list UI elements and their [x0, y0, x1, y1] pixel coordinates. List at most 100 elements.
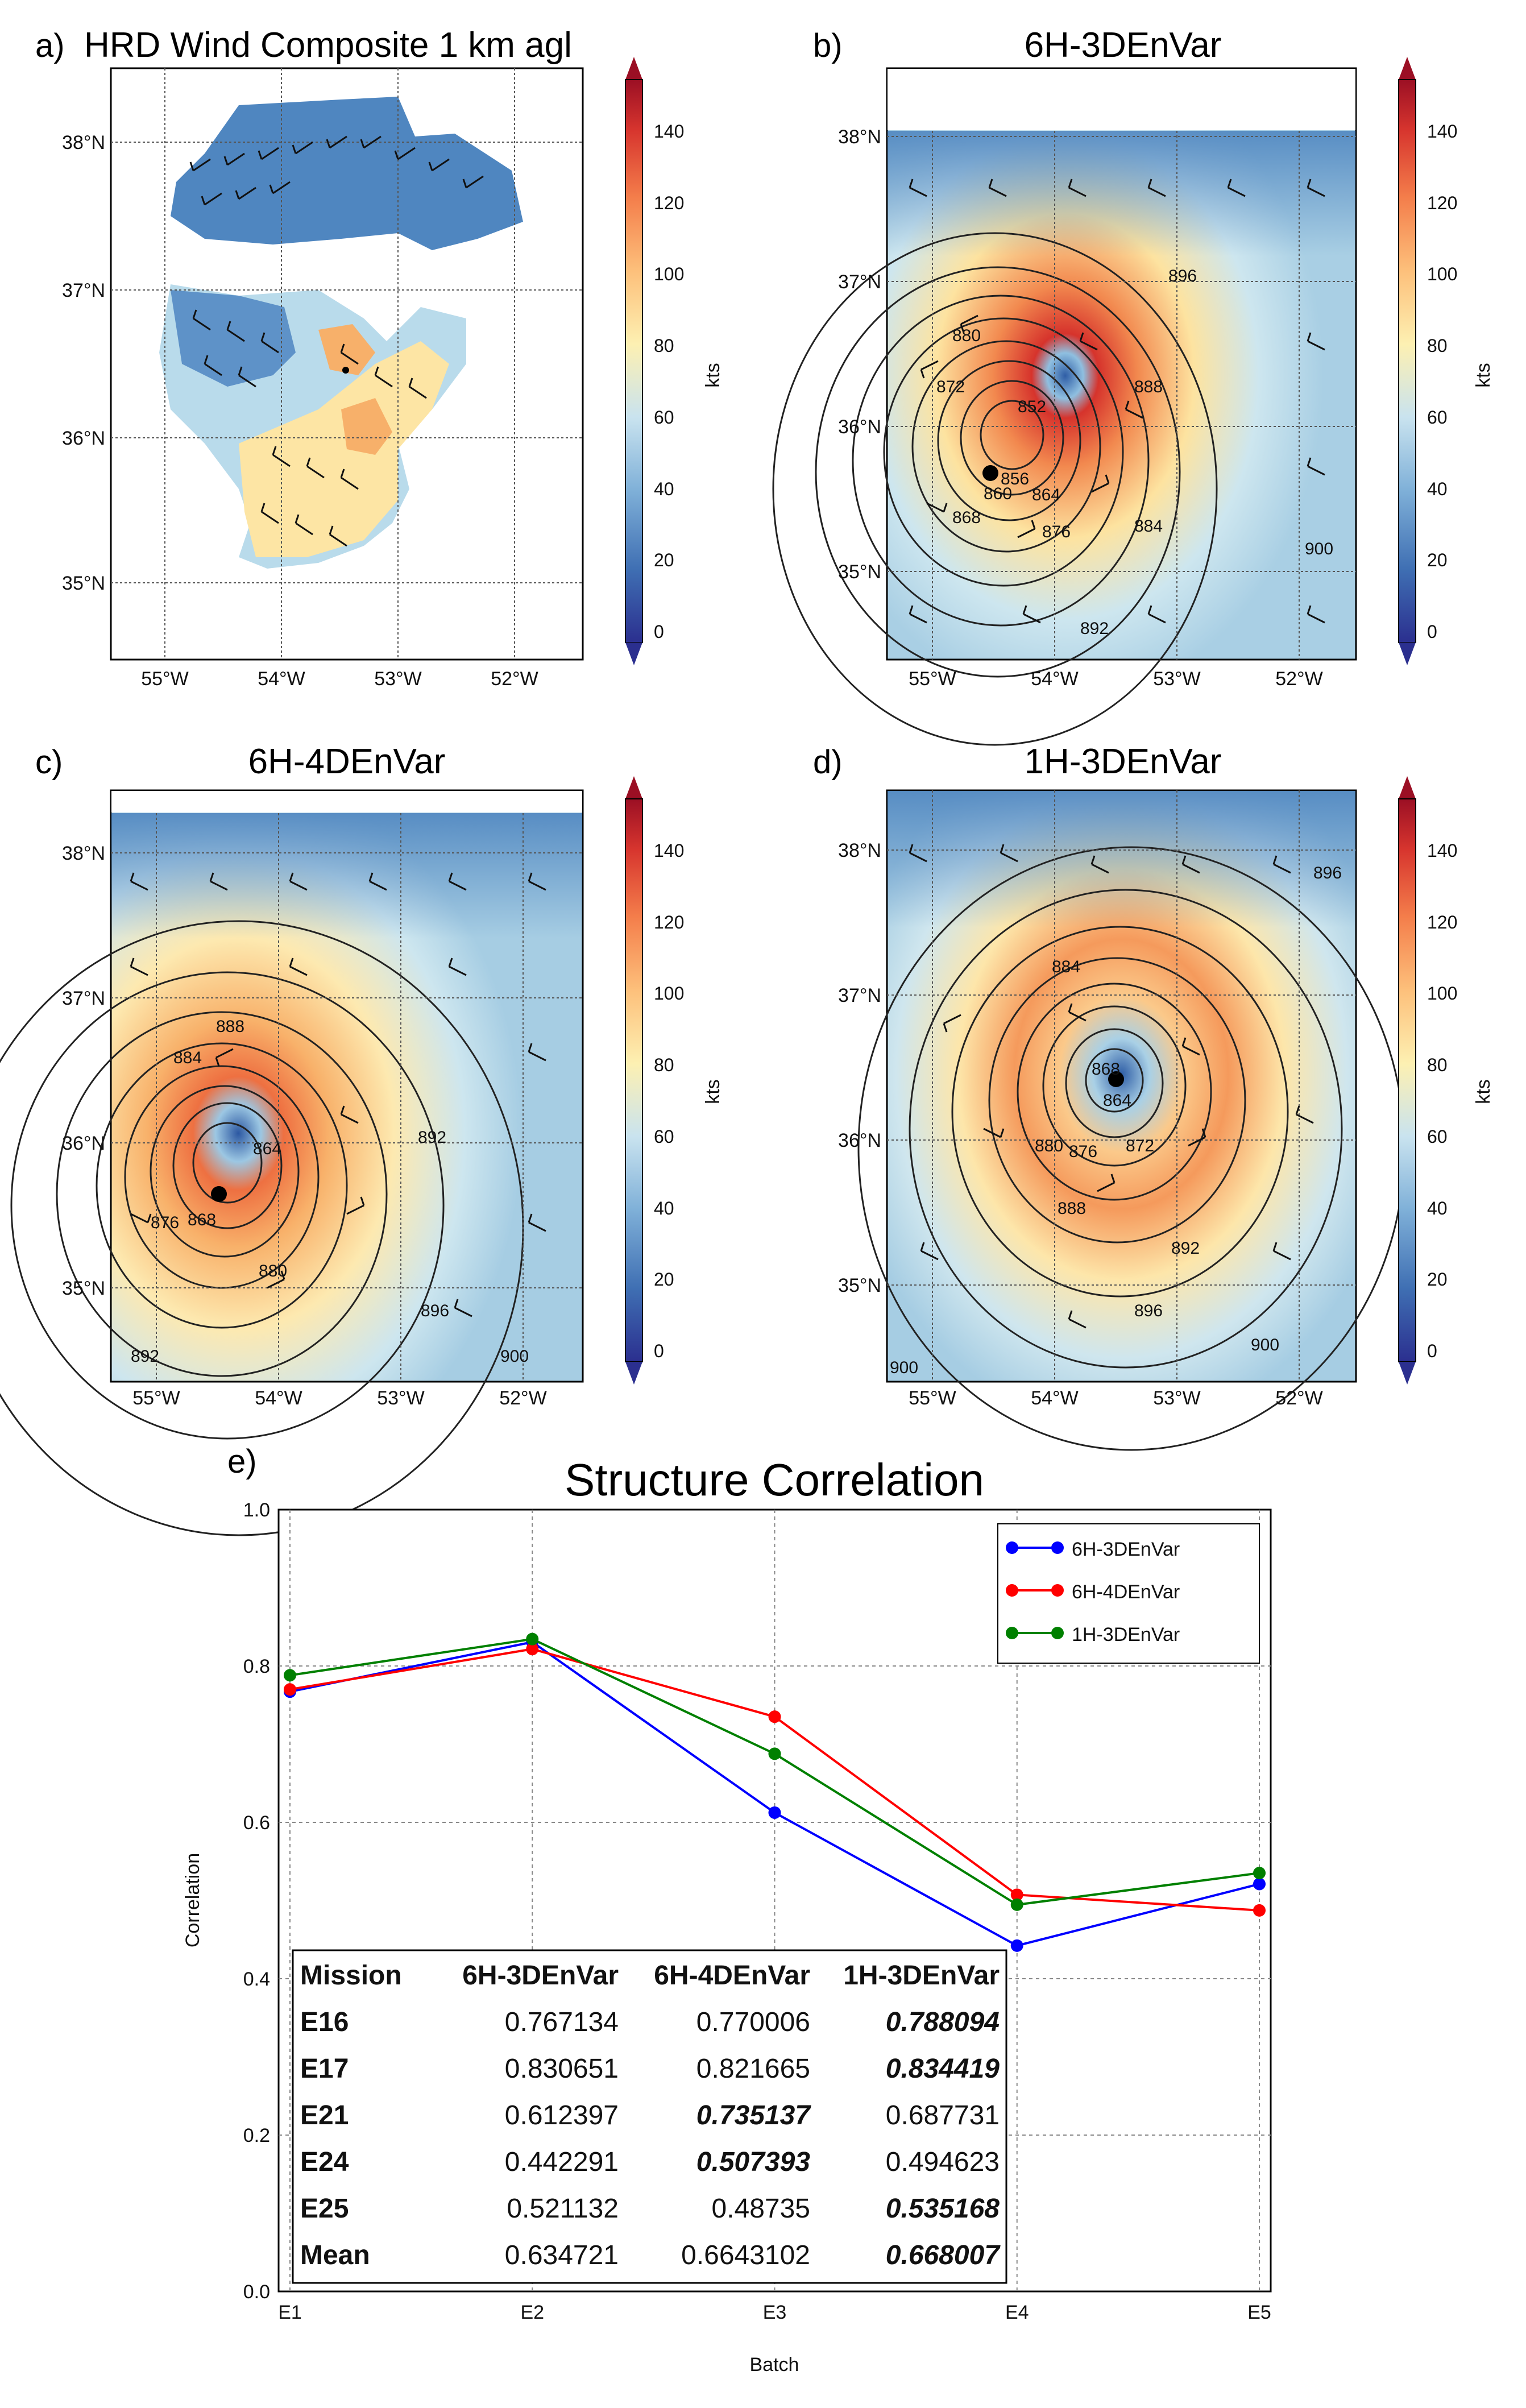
colorbar-d: 0 20 40 60 80 100 120 140 kts	[1398, 776, 1494, 1385]
colorbar-a-ticks: 0 20 40 60 80 100 120 140	[654, 121, 684, 642]
svg-text:60: 60	[1427, 1126, 1448, 1147]
svg-text:864: 864	[253, 1139, 281, 1158]
colorbar-c: 0 20 40 60 80 100 120 140 kts	[625, 776, 724, 1385]
y-axis-ticks: 0.0 0.2 0.4 0.6 0.8 1.0	[243, 1499, 270, 2303]
table-cell: 0.767134	[505, 2007, 619, 2037]
svg-text:892: 892	[131, 1347, 159, 1366]
svg-text:892: 892	[418, 1128, 446, 1147]
data-point-6h-4denvar-e2	[526, 1643, 539, 1656]
svg-text:37°N: 37°N	[838, 985, 881, 1006]
svg-text:140: 140	[654, 121, 684, 142]
svg-text:80: 80	[654, 335, 674, 356]
svg-text:0: 0	[654, 1341, 664, 1361]
svg-text:37°N: 37°N	[62, 988, 105, 1009]
table-row-label: E17	[300, 2054, 349, 2084]
map-panel-b: b) 6H-3DEnVar	[772, 26, 1494, 746]
svg-text:36°N: 36°N	[62, 1133, 105, 1154]
svg-text:888: 888	[216, 1017, 244, 1036]
table-row: E16 0.767134 0.770006 0.788094	[300, 2007, 1000, 2037]
svg-text:892: 892	[1171, 1239, 1200, 1258]
svg-text:872: 872	[1126, 1137, 1154, 1155]
colorbar-a-label: kts	[702, 363, 724, 387]
svg-text:864: 864	[1103, 1091, 1131, 1110]
table-cell: 0.735137	[696, 2100, 812, 2131]
data-point-1h-3denvar-e5	[1253, 1867, 1266, 1880]
svg-text:896: 896	[1168, 267, 1197, 285]
svg-text:876: 876	[151, 1213, 179, 1232]
svg-text:0: 0	[1427, 621, 1437, 642]
storm-center-d	[1108, 1071, 1124, 1087]
table-row-label: E21	[300, 2100, 349, 2131]
panel-b-title: 6H-3DEnVar	[1025, 26, 1222, 65]
svg-text:80: 80	[654, 1055, 674, 1075]
table-cell: 0.634721	[505, 2240, 619, 2270]
svg-text:52°W: 52°W	[1275, 1387, 1323, 1409]
data-point-1h-3denvar-e2	[526, 1632, 539, 1646]
legend-1h-3denvar: 1H-3DEnVar	[1072, 1624, 1180, 1646]
storm-center-a	[342, 367, 349, 374]
svg-text:38°N: 38°N	[62, 843, 105, 864]
svg-text:896: 896	[421, 1302, 449, 1320]
x-tick-label: E3	[763, 2302, 787, 2323]
svg-text:1H-3DEnVar: 1H-3DEnVar	[843, 1961, 1000, 1991]
table-row: E17 0.830651 0.821665 0.834419	[300, 2054, 1000, 2084]
svg-text:38°N: 38°N	[62, 132, 105, 154]
svg-text:868: 868	[188, 1211, 216, 1229]
table-body: E16 0.767134 0.770006 0.788094 E17 0.830651 0.…	[300, 2007, 1001, 2270]
data-point-6h-4denvar-e3	[768, 1710, 781, 1723]
table-cell: 0.821665	[696, 2054, 810, 2084]
table-cell: 0.612397	[505, 2100, 619, 2131]
data-point-1h-3denvar-e4	[1010, 1898, 1023, 1911]
svg-text:120: 120	[654, 912, 684, 932]
x-tick-label: E1	[278, 2302, 302, 2323]
table-row: E25 0.521132 0.48735 0.535168	[300, 2194, 1000, 2224]
svg-text:35°N: 35°N	[838, 1275, 881, 1296]
x-tick-label: E5	[1247, 2302, 1271, 2323]
panel-a-lat-labels: 38°N 37°N 36°N 35°N	[62, 132, 105, 594]
svg-text:53°W: 53°W	[1153, 668, 1201, 690]
svg-text:54°W: 54°W	[1031, 1387, 1079, 1409]
svg-text:884: 884	[1052, 958, 1080, 976]
table-row-label: E24	[300, 2147, 349, 2177]
svg-text:880: 880	[1035, 1137, 1063, 1155]
svg-text:53°W: 53°W	[374, 668, 422, 690]
svg-text:852: 852	[1018, 397, 1046, 416]
svg-text:52°W: 52°W	[491, 668, 538, 690]
svg-text:880: 880	[952, 326, 981, 345]
svg-text:80: 80	[1427, 1055, 1448, 1075]
svg-text:60: 60	[654, 407, 674, 428]
svg-text:876: 876	[1069, 1142, 1097, 1161]
x-tick-label: E4	[1005, 2302, 1029, 2323]
svg-text:35°N: 35°N	[62, 1278, 105, 1299]
svg-text:55°W: 55°W	[909, 668, 956, 690]
table-cell: 0.507393	[696, 2147, 811, 2177]
x-axis-ticks: E1 E2 E3 E4 E5	[278, 2302, 1271, 2323]
panel-label-b: b)	[813, 27, 843, 64]
svg-text:0: 0	[1427, 1341, 1437, 1361]
y-tick-label: 0.6	[243, 1812, 270, 1834]
svg-text:kts: kts	[1473, 363, 1494, 387]
y-tick-label: 0.0	[243, 2281, 270, 2303]
svg-text:35°N: 35°N	[62, 573, 105, 594]
map-panel-c: c) 6H-4DEnVar	[0, 742, 724, 1536]
panel-d-isobars	[857, 846, 1405, 1451]
svg-text:60: 60	[1427, 407, 1448, 428]
x-tick-label: E2	[520, 2302, 544, 2323]
storm-center-c	[211, 1186, 227, 1202]
svg-text:856: 856	[1001, 470, 1029, 488]
svg-text:120: 120	[1427, 193, 1457, 213]
wind-swath	[159, 97, 523, 569]
table-cell: 0.788094	[886, 2007, 1000, 2037]
panel-label-c: c)	[35, 744, 63, 781]
svg-text:37°N: 37°N	[838, 271, 881, 293]
panel-label-d: d)	[813, 744, 843, 781]
svg-text:120: 120	[1427, 912, 1457, 932]
svg-text:38°N: 38°N	[838, 126, 881, 148]
svg-text:52°W: 52°W	[499, 1387, 547, 1409]
panel-a-graticule	[111, 68, 583, 660]
wind-barbs-a	[189, 135, 484, 547]
table-cell: 0.442291	[505, 2147, 619, 2177]
svg-text:80: 80	[1427, 335, 1448, 356]
line-chart-panel-e: e) Structure Correlation 0.0 0.2 0.4 0.6 0.8…	[182, 1443, 1272, 2376]
